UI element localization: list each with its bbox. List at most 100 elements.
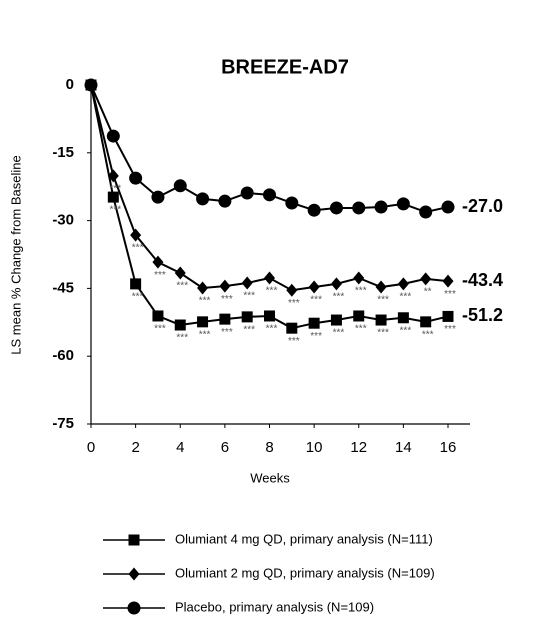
data-point [151,190,165,204]
y-tick-label: -60 [52,347,74,364]
y-tick-label: -30 [52,212,74,229]
data-point [130,228,142,242]
y-axis-label: LS mean % Change from Baseline [8,155,23,354]
data-point [240,186,254,200]
significance-label: *** [199,329,211,340]
data-point [307,203,321,217]
data-point [174,266,186,280]
data-point [286,322,298,334]
data-point [375,280,387,294]
data-point [442,274,454,288]
significance-label: *** [132,292,144,303]
significance-label: *** [221,327,233,338]
significance-label: *** [176,333,188,344]
significance-label: *** [154,324,166,335]
data-point [308,280,320,294]
x-tick-label: 6 [221,439,229,456]
legend-label: Placebo, primary analysis (N=109) [175,599,374,614]
data-point [396,197,410,211]
data-point [241,276,253,290]
significance-label: *** [310,295,322,306]
significance-label: *** [109,183,121,194]
data-point [397,312,409,324]
significance-label: *** [377,295,389,306]
data-point [197,281,209,295]
significance-label: *** [288,336,300,347]
significance-label: *** [199,296,211,307]
legend-marker [127,601,141,615]
significance-label: *** [355,324,367,335]
series-line [90,84,449,292]
data-point [106,129,120,143]
data-point [420,272,432,286]
data-point [152,255,164,269]
data-point [375,314,387,326]
data-point [286,283,298,297]
x-axis-label: Weeks [250,470,290,485]
legend-label: Olumiant 4 mg QD, primary analysis (N=11… [175,531,433,546]
data-point [441,200,455,214]
data-point [264,310,275,322]
significance-label: *** [355,286,367,297]
significance-label: *** [243,325,255,336]
significance-label: *** [444,289,456,300]
significance-label: *** [243,291,255,302]
legend-marker [128,534,140,546]
x-tick-label: 4 [176,439,184,456]
significance-label: *** [310,331,322,342]
x-tick-label: 14 [395,439,412,456]
legend-label: Olumiant 2 mg QD, primary analysis (N=10… [175,565,435,580]
data-point [374,200,388,214]
data-point [84,78,98,92]
data-point [330,314,342,326]
data-point [264,271,275,285]
data-point [107,169,119,183]
x-tick-label: 0 [87,439,95,456]
legend-marker [128,567,140,581]
data-point [219,313,231,325]
data-point [130,278,142,290]
significance-label: *** [109,205,121,216]
significance-label: *** [377,328,389,339]
significance-label: *** [400,325,412,336]
significance-label: *** [266,286,278,297]
data-point [420,316,432,328]
data-point [353,271,365,285]
significance-label: *** [176,281,188,292]
x-tick-label: 2 [131,439,139,456]
data-point [173,179,187,193]
data-point [397,277,409,291]
y-tick-label: -75 [52,415,74,432]
x-tick-label: 10 [306,439,323,456]
data-point [329,201,343,215]
x-tick-label: 16 [440,439,457,456]
significance-label: *** [333,328,345,339]
data-point [152,310,164,322]
data-point [196,192,210,206]
data-point [308,317,320,329]
data-point [263,188,276,202]
chart-title: BREEZE-AD7 [221,56,349,78]
data-point [442,310,454,322]
significance-label: *** [400,292,412,303]
significance-label: *** [444,324,456,335]
y-tick-label: -45 [52,279,74,296]
significance-label: *** [333,292,345,303]
data-point [218,194,232,208]
data-point [174,319,186,331]
end-value-label: -27.0 [462,196,503,216]
significance-label: *** [422,329,434,340]
significance-label: *** [266,324,278,335]
significance-label: *** [288,298,300,309]
significance-label: *** [221,294,233,305]
y-tick-label: 0 [66,76,74,93]
data-point [197,316,209,328]
data-point [419,205,433,219]
y-tick-label: -15 [52,144,74,161]
data-point [330,277,342,291]
x-tick-label: 8 [265,439,273,456]
data-point [241,311,253,323]
data-point [353,310,365,322]
data-point [352,201,366,215]
